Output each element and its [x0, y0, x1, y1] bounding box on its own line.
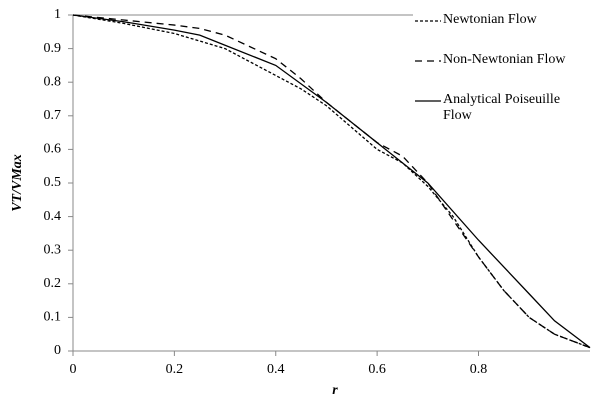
y-tick-label: 0.2 [44, 276, 62, 291]
y-tick-label: 0 [54, 343, 61, 358]
y-tick-label: 0.8 [44, 74, 62, 89]
y-tick-label: 0.1 [44, 310, 62, 325]
y-tick-label: 0.6 [44, 142, 62, 157]
y-tick-label: 1 [54, 7, 61, 22]
series-line [72, 14, 591, 349]
y-tick-label: 0.7 [44, 108, 62, 123]
legend: Newtonian Flow Non-Newtonian Flow Analytic… [413, 12, 591, 132]
x-axis-label: r [332, 383, 338, 398]
y-tick-label: 0.4 [44, 209, 62, 224]
legend-item: Analytical Poiseuille Flow [413, 92, 591, 132]
y-tick-label: 0.5 [44, 175, 62, 190]
legend-label: Non-Newtonian Flow [443, 52, 566, 67]
x-tick-label: 0 [70, 362, 77, 377]
legend-label: Newtonian Flow [443, 12, 537, 27]
legend-item: Newtonian Flow [413, 12, 591, 52]
y-tick-label: 0.3 [44, 242, 62, 257]
y-tick-label: 0.9 [44, 41, 62, 56]
x-tick-label: 0.2 [166, 362, 184, 377]
y-axis-label: VT/VMax [10, 154, 25, 212]
x-tick-label: 0.4 [267, 362, 285, 377]
legend-item: Non-Newtonian Flow [413, 52, 591, 92]
legend-swatch [415, 60, 441, 62]
x-tick-label: 0.6 [368, 362, 386, 377]
legend-label: Analytical Poiseuille Flow [443, 92, 561, 123]
legend-swatch [415, 100, 441, 102]
legend-swatch [415, 20, 441, 22]
x-tick-label: 0.8 [470, 362, 488, 377]
